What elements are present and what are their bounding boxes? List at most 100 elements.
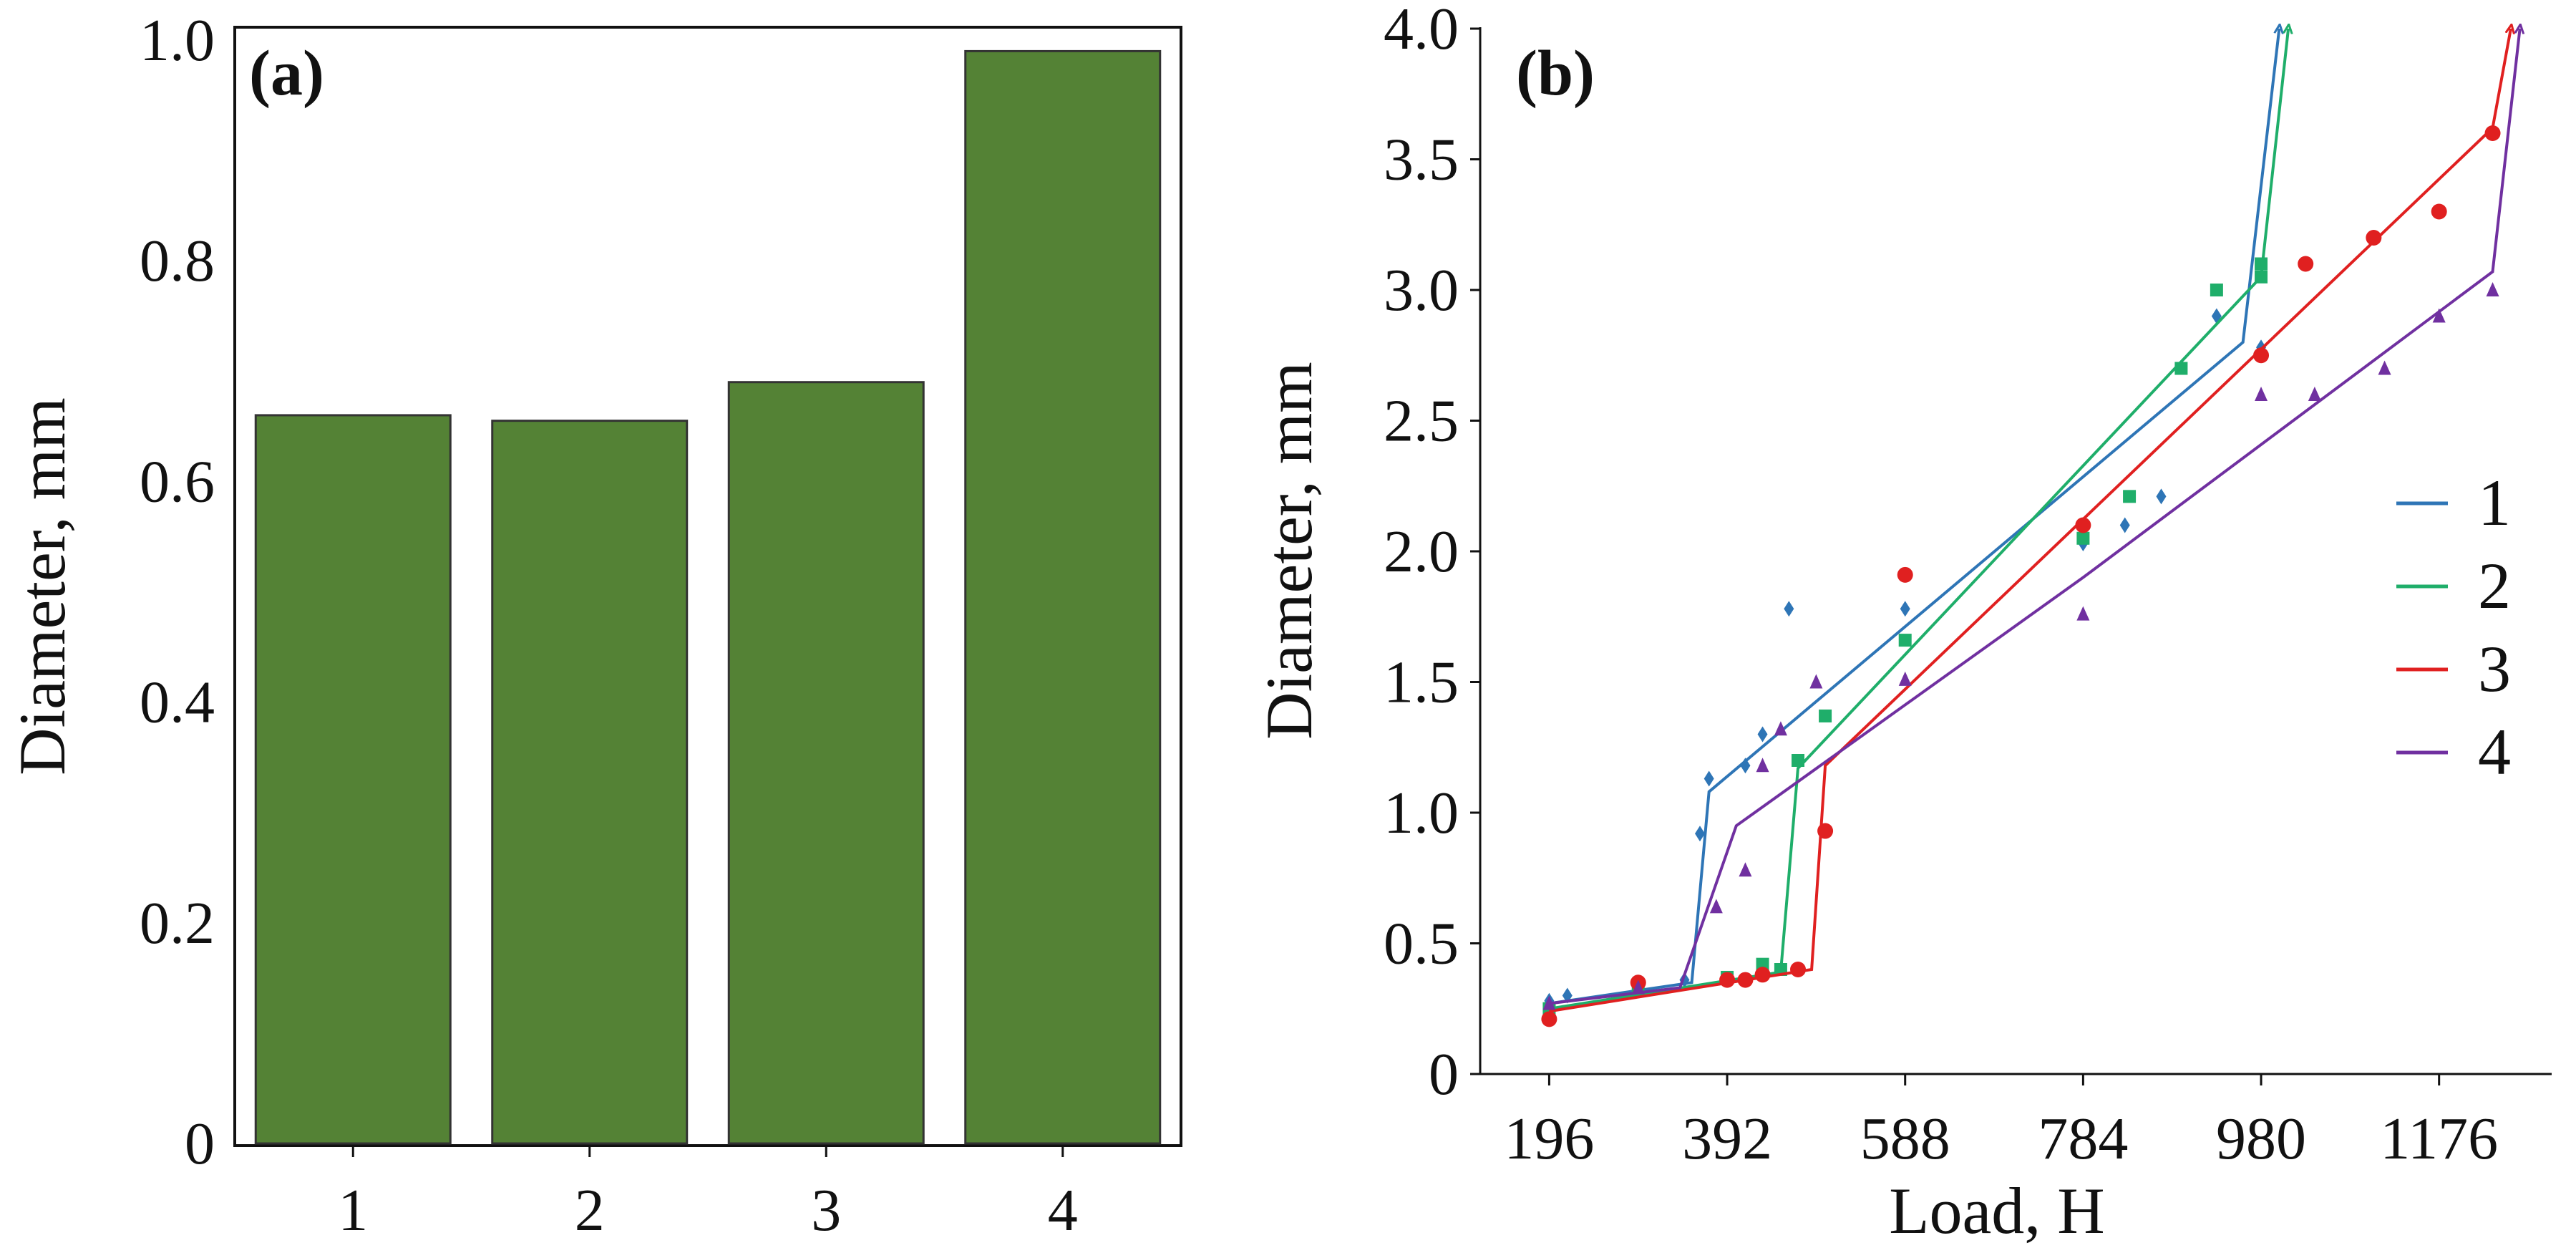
panel-a-y-tick-label: 0.6 — [140, 448, 215, 515]
panel-a-y-axis-title: Diameter, mm — [6, 397, 79, 775]
legend-label: 3 — [2478, 632, 2511, 705]
series-1-point — [2119, 517, 2130, 533]
panel-b-y-ticks: 0 0.5 1.0 1.5 2.0 2.5 3.0 3.5 4.0 — [1384, 0, 1480, 1108]
series-1-point — [1900, 601, 1910, 617]
panel-a-y-tick-label: 0.4 — [140, 669, 215, 736]
panel-a-x-tick-label: 1 — [338, 1177, 368, 1244]
series-4-point — [2486, 282, 2499, 296]
series-3-point — [2298, 256, 2314, 272]
series-1-point — [1784, 601, 1794, 617]
panel-b-line-chart: 0 0.5 1.0 1.5 2.0 2.5 3.0 3.5 4.0 196 392 588 784 98… — [1253, 0, 2552, 1247]
series-2-point — [2076, 531, 2090, 545]
panel-a-plot-frame — [233, 26, 1182, 1147]
series-2-point — [2255, 257, 2268, 271]
legend-label: 4 — [2478, 715, 2511, 788]
series-3-point — [1719, 972, 1736, 988]
series-2-point — [2123, 490, 2137, 503]
series-3-point — [1817, 823, 1834, 839]
series-4 — [1542, 29, 2519, 1010]
panel-a-y-tick-label: 0 — [185, 1111, 215, 1177]
series-1-point — [1695, 826, 1706, 842]
legend-item-3: 3 — [2396, 632, 2511, 705]
series-4-point — [1709, 899, 1723, 914]
panel-a-x-tick-label: 3 — [811, 1177, 841, 1244]
series-4-point — [2432, 308, 2446, 323]
panel-a-y-tick-label: 0.2 — [140, 890, 215, 957]
panel-b-legend: 1 2 3 4 — [2396, 466, 2511, 788]
legend-label: 2 — [2478, 549, 2511, 622]
panel-b-x-axis-title: Load, H — [1889, 1174, 2104, 1247]
series-3-point — [1754, 967, 1771, 983]
series-2-point — [1756, 957, 1769, 971]
series-2-point — [1792, 754, 1805, 767]
panel-b-x-tick-label: 980 — [2216, 1106, 2306, 1172]
panel-a-x-tick-label: 4 — [1048, 1177, 1078, 1244]
bar-4 — [964, 49, 1162, 1145]
panel-a-x-tick-label: 2 — [575, 1177, 605, 1244]
panel-a-bar-chart: 0 0.2 0.4 0.6 0.8 1.0 1 2 3 4 (a) Diameter, mm — [6, 7, 1182, 1244]
panel-a-label: (a) — [249, 38, 324, 109]
series-2-point — [1819, 709, 1832, 722]
series-4-point — [1631, 979, 1645, 995]
panel-b-y-tick-label: 3.0 — [1384, 257, 1459, 324]
series-3-point — [1790, 962, 1807, 977]
legend-label: 1 — [2478, 466, 2511, 539]
series-3-point — [1541, 1011, 1557, 1027]
legend-item-1: 1 — [2396, 466, 2511, 539]
panel-b-x-ticks: 196 392 588 784 980 1176 — [1504, 1074, 2498, 1172]
panel-b-y-tick-label: 2.0 — [1384, 518, 1459, 585]
panel-b-x-tick-label: 588 — [1860, 1106, 1950, 1172]
series-1-point — [1703, 770, 1714, 787]
bar-2 — [491, 420, 689, 1145]
series-4-point — [1898, 671, 1912, 686]
series-2-point — [2174, 362, 2188, 375]
bar-1 — [254, 414, 452, 1145]
series-4-point — [2076, 606, 2090, 621]
panel-b-y-axis-title: Diameter, mm — [1253, 362, 1326, 740]
series-3-point — [2431, 203, 2447, 220]
series-1-point — [1562, 987, 1573, 1004]
series-3-point — [1897, 566, 1913, 583]
series-3-point — [2366, 230, 2382, 246]
series-2-point — [1898, 634, 1912, 647]
series-2-fit-line — [1549, 29, 2288, 1010]
series-4-fit-line — [1549, 29, 2519, 1005]
panel-b-y-tick-label: 0 — [1429, 1041, 1459, 1108]
panel-a-bars — [254, 49, 1162, 1145]
legend-item-4: 4 — [2396, 715, 2511, 788]
panel-a-x-ticks: 1 2 3 4 — [338, 1146, 1078, 1244]
series-2 — [1542, 29, 2288, 1015]
series-3-point — [2253, 347, 2270, 364]
panel-b-x-tick-label: 784 — [2038, 1106, 2128, 1172]
series-4-point — [1774, 721, 1787, 736]
series-4-point — [1739, 862, 1752, 877]
series-4-point — [1809, 674, 1823, 689]
panel-a-y-tick-label: 1.0 — [140, 7, 215, 74]
series-3-point — [2484, 125, 2501, 141]
panel-b-y-tick-label: 2.5 — [1384, 388, 1459, 455]
series-2-point — [2210, 284, 2223, 296]
panel-b-y-tick-label: 4.0 — [1384, 0, 1459, 62]
series-1-point — [1740, 758, 1751, 774]
series-4-point — [2378, 360, 2391, 375]
series-1-fit-line — [1549, 29, 2279, 1005]
panel-b-label: (b) — [1516, 38, 1595, 109]
series-1-point — [2156, 488, 2167, 505]
series-3-point — [2075, 517, 2091, 533]
series-1-point — [1757, 726, 1768, 742]
panel-b-y-tick-label: 1.0 — [1384, 780, 1459, 846]
series-2-point — [2255, 270, 2268, 284]
panel-b-series — [1541, 29, 2519, 1027]
series-4-point — [1756, 758, 1769, 773]
panel-a-y-tick-label: 0.8 — [140, 228, 215, 294]
bar-3 — [727, 381, 925, 1145]
series-4-point — [1542, 995, 1556, 1010]
series-3-point — [1737, 972, 1754, 988]
panel-b-x-tick-label: 392 — [1682, 1106, 1772, 1172]
panel-b-y-tick-label: 3.5 — [1384, 127, 1459, 193]
series-4-point — [2308, 387, 2321, 401]
legend-item-2: 2 — [2396, 549, 2511, 622]
panel-b-y-tick-label: 1.5 — [1384, 649, 1459, 716]
series-4-point — [2255, 387, 2268, 401]
